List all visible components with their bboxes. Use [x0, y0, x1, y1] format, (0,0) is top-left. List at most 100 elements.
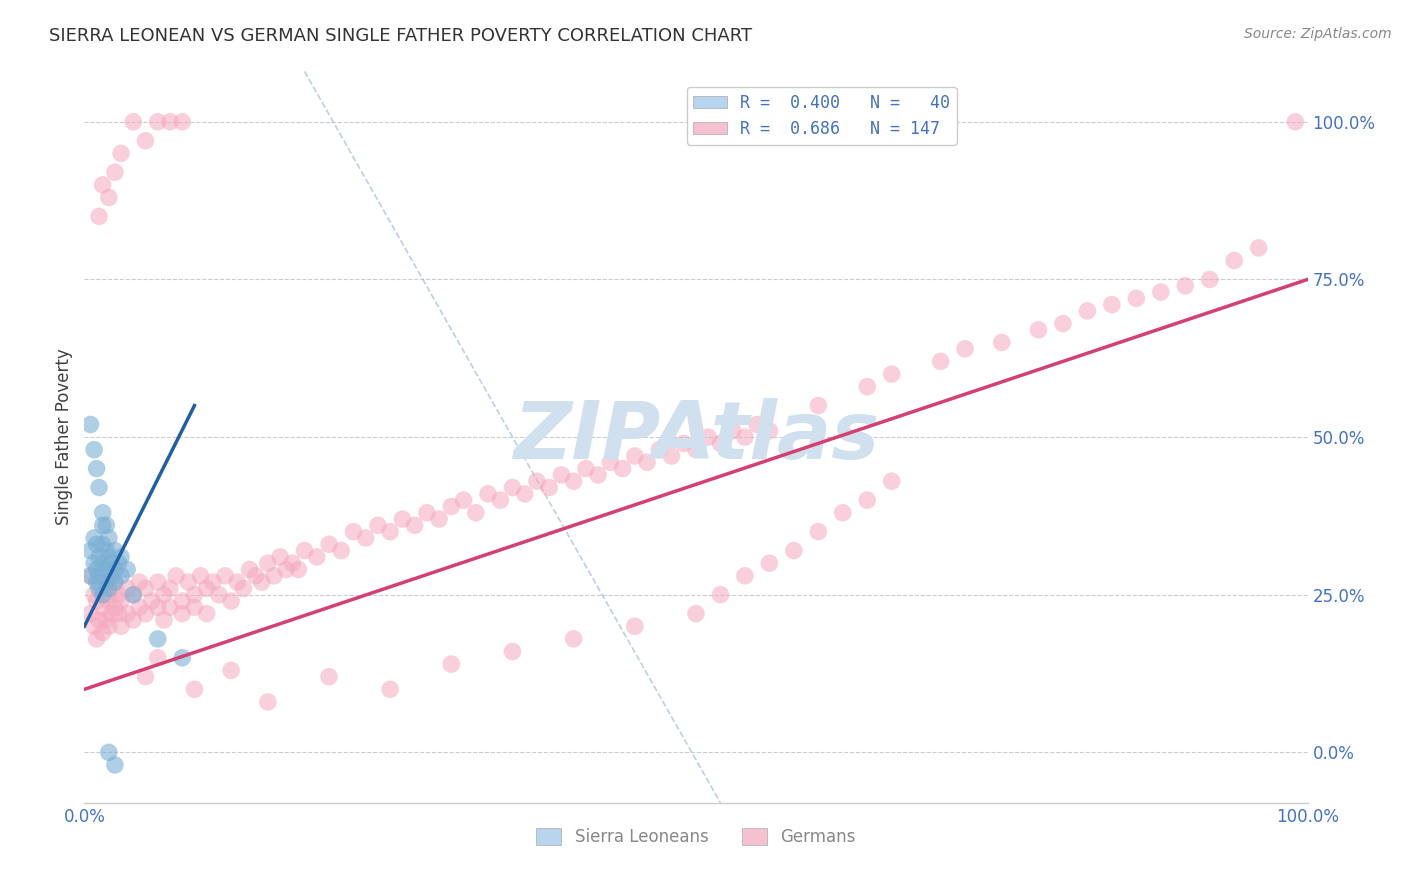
Y-axis label: Single Father Poverty: Single Father Poverty [55, 349, 73, 525]
Point [1150, 285, 1173, 299]
Point [281, 556, 304, 570]
Point [79, 543, 101, 558]
Point [135, 607, 157, 621]
Point [477, 487, 499, 501]
Point [599, 455, 621, 469]
Point [97, 531, 120, 545]
Point [91, 537, 114, 551]
Point [97, 582, 120, 596]
Point [1028, 323, 1050, 337]
Point [159, 582, 181, 596]
Point [146, 600, 169, 615]
Point [100, 582, 122, 596]
Point [318, 670, 340, 684]
Point [135, 134, 157, 148]
Point [159, 115, 181, 129]
Point [100, 607, 122, 621]
Point [1223, 253, 1246, 268]
Point [96, 575, 118, 590]
Point [219, 664, 242, 678]
Point [97, 745, 120, 759]
Point [87, 481, 110, 495]
Text: ZIPAtlas: ZIPAtlas [513, 398, 879, 476]
Point [107, 588, 129, 602]
Point [276, 562, 298, 576]
Legend: Sierra Leoneans, Germans: Sierra Leoneans, Germans [530, 822, 862, 853]
Point [86, 562, 108, 576]
Point [648, 442, 671, 457]
Point [294, 543, 316, 558]
Point [115, 582, 138, 596]
Point [172, 115, 194, 129]
Point [183, 682, 205, 697]
Point [87, 210, 110, 224]
Point [709, 588, 731, 602]
Point [562, 632, 585, 646]
Point [110, 569, 132, 583]
Point [550, 467, 572, 482]
Point [538, 481, 561, 495]
Point [208, 588, 231, 602]
Point [177, 575, 200, 590]
Point [165, 569, 187, 583]
Point [201, 575, 224, 590]
Point [342, 524, 364, 539]
Point [79, 417, 101, 432]
Point [91, 506, 114, 520]
Point [953, 342, 976, 356]
Point [318, 537, 340, 551]
Point [97, 190, 120, 204]
Point [96, 562, 118, 576]
Point [1198, 272, 1220, 286]
Point [758, 424, 780, 438]
Point [734, 430, 756, 444]
Point [1076, 304, 1098, 318]
Point [91, 588, 114, 602]
Point [464, 506, 486, 520]
Point [747, 417, 769, 432]
Point [172, 650, 194, 665]
Point [110, 146, 132, 161]
Point [232, 582, 254, 596]
Point [96, 543, 118, 558]
Point [391, 512, 413, 526]
Point [214, 569, 236, 583]
Point [83, 531, 105, 545]
Point [146, 650, 169, 665]
Point [245, 569, 267, 583]
Point [758, 556, 780, 570]
Point [83, 588, 105, 602]
Point [83, 619, 105, 633]
Point [172, 594, 194, 608]
Point [257, 695, 280, 709]
Point [96, 613, 118, 627]
Point [135, 670, 157, 684]
Point [128, 575, 150, 590]
Point [100, 556, 122, 570]
Point [79, 569, 101, 583]
Point [636, 455, 658, 469]
Point [91, 625, 114, 640]
Point [107, 556, 129, 570]
Point [104, 543, 127, 558]
Point [250, 575, 273, 590]
Point [856, 379, 879, 393]
Point [141, 594, 163, 608]
Point [440, 657, 463, 671]
Point [83, 442, 105, 457]
Point [104, 165, 127, 179]
Point [489, 493, 512, 508]
Point [257, 556, 280, 570]
Point [83, 556, 105, 570]
Point [87, 575, 110, 590]
Point [115, 562, 138, 576]
Point [586, 467, 609, 482]
Point [416, 506, 439, 520]
Point [721, 424, 744, 438]
Point [146, 115, 169, 129]
Point [110, 619, 132, 633]
Point [100, 569, 122, 583]
Point [122, 588, 145, 602]
Point [238, 562, 260, 576]
Point [97, 619, 120, 633]
